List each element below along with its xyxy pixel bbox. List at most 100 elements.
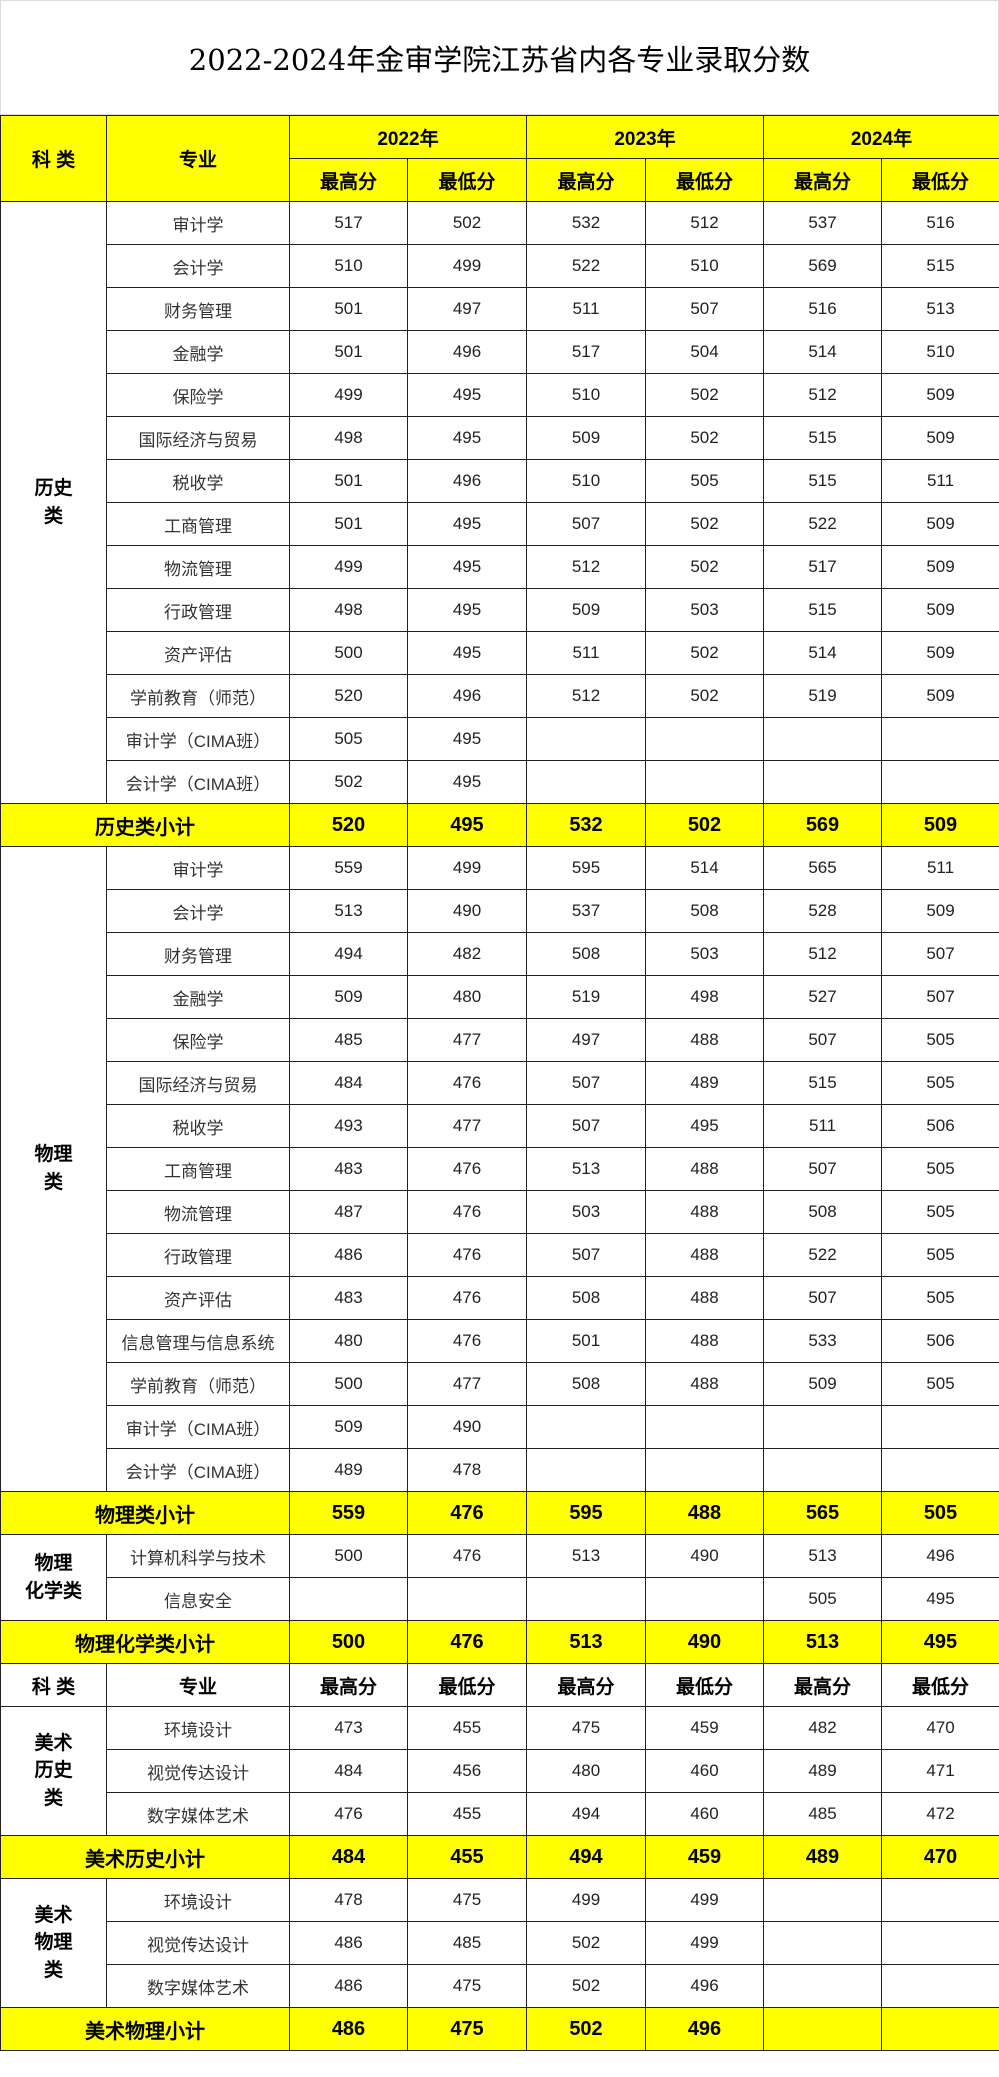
subtotal-min: 495 <box>881 1620 999 1664</box>
table-row: 数字媒体艺术 486 475 502 496 <box>1 1964 999 2008</box>
major-cell: 信息安全 <box>106 1577 290 1621</box>
major-cell: 会计学 <box>106 244 290 288</box>
max-score-cell: 501 <box>289 502 408 546</box>
min-score-cell: 511 <box>881 846 999 890</box>
max-score-cell: 509 <box>526 416 646 460</box>
admission-scores-table: 科 类 专业 2022年 2023年 2024年 最高分 最低分 最高分 最低分… <box>0 115 999 2051</box>
table-row: 国际经济与贸易 498 495 509 502 515 509 <box>1 416 999 460</box>
min-score-cell: 495 <box>881 1577 999 1621</box>
max-score-cell: 517 <box>526 330 646 374</box>
subtotal-max: 532 <box>526 803 646 847</box>
max-score-cell: 532 <box>526 201 646 245</box>
max-score-cell: 510 <box>289 244 408 288</box>
table-row: 金融学 501 496 517 504 514 510 <box>1 330 999 374</box>
max-score-cell: 494 <box>289 932 408 976</box>
max-score-cell: 519 <box>526 975 646 1019</box>
header-max: 最高分 <box>763 1663 882 1707</box>
min-score-cell: 496 <box>407 330 527 374</box>
min-score-cell: 488 <box>645 1319 764 1363</box>
max-score-cell <box>289 1577 408 1621</box>
min-score-cell: 509 <box>881 545 999 589</box>
subtotal-min: 459 <box>645 1835 764 1879</box>
max-score-cell: 498 <box>289 416 408 460</box>
major-cell: 计算机科学与技术 <box>106 1534 290 1578</box>
header-row-scores: 最高分 最低分 最高分 最低分 最高分 最低分 <box>1 158 999 202</box>
max-score-cell: 522 <box>526 244 646 288</box>
header-row-years: 科 类 专业 2022年 2023年 2024年 <box>0 115 999 202</box>
max-score-cell <box>763 1878 882 1922</box>
max-score-cell: 517 <box>763 545 882 589</box>
min-score-cell: 509 <box>881 674 999 718</box>
min-score-cell: 478 <box>407 1448 527 1492</box>
min-score-cell <box>881 1448 999 1492</box>
major-cell: 视觉传达设计 <box>106 1921 290 1965</box>
header-category: 科 类 <box>0 115 107 202</box>
subtotal-min: 475 <box>407 2007 527 2051</box>
major-cell: 保险学 <box>106 373 290 417</box>
major-cell: 审计学 <box>106 201 290 245</box>
major-cell: 保险学 <box>106 1018 290 1062</box>
major-cell: 视觉传达设计 <box>106 1749 290 1793</box>
max-score-cell: 509 <box>763 1362 882 1406</box>
max-score-cell: 502 <box>289 760 408 804</box>
min-score-cell: 505 <box>645 459 764 503</box>
max-score-cell: 500 <box>289 1362 408 1406</box>
table-row: 税收学 501 496 510 505 515 511 <box>1 459 999 503</box>
max-score-cell: 520 <box>289 674 408 718</box>
max-score-cell: 500 <box>289 1534 408 1578</box>
min-score-cell: 505 <box>881 1147 999 1191</box>
max-score-cell: 507 <box>763 1018 882 1062</box>
max-score-cell: 489 <box>763 1749 882 1793</box>
max-score-cell: 512 <box>763 373 882 417</box>
table-row: 信息管理与信息系统 480 476 501 488 533 506 <box>1 1319 999 1363</box>
table-row: 会计学 513 490 537 508 528 509 <box>1 889 999 933</box>
table-row: 会计学（CIMA班） 502 495 <box>1 760 999 804</box>
subtotal-min: 488 <box>645 1491 764 1535</box>
min-score-cell: 476 <box>407 1319 527 1363</box>
min-score-cell <box>881 1405 999 1449</box>
min-score-cell: 475 <box>407 1964 527 2008</box>
min-score-cell: 480 <box>407 975 527 1019</box>
min-score-cell <box>407 1577 527 1621</box>
max-score-cell: 513 <box>526 1147 646 1191</box>
min-score-cell: 506 <box>881 1104 999 1148</box>
major-cell: 会计学（CIMA班） <box>106 760 290 804</box>
max-score-cell: 507 <box>763 1276 882 1320</box>
max-score-cell: 514 <box>763 330 882 374</box>
max-score-cell: 507 <box>526 502 646 546</box>
min-score-cell <box>645 760 764 804</box>
table-row: 数字媒体艺术 476 455 494 460 485 472 <box>1 1792 999 1836</box>
max-score-cell: 486 <box>289 1233 408 1277</box>
subtotal-min: 476 <box>407 1491 527 1535</box>
subtotal-min: 495 <box>407 803 527 847</box>
max-score-cell: 565 <box>763 846 882 890</box>
min-score-cell: 510 <box>881 330 999 374</box>
min-score-cell: 490 <box>645 1534 764 1578</box>
min-score-cell: 496 <box>407 459 527 503</box>
min-score-cell: 505 <box>881 1061 999 1105</box>
header-max: 最高分 <box>289 1663 408 1707</box>
max-score-cell: 486 <box>289 1921 408 1965</box>
major-cell: 会计学 <box>106 889 290 933</box>
subtotal-min: 490 <box>645 1620 764 1664</box>
max-score-cell: 502 <box>526 1964 646 2008</box>
header-min: 最低分 <box>645 1663 764 1707</box>
category-cell: 美术 历史 类 <box>0 1706 107 1836</box>
major-cell: 国际经济与贸易 <box>106 416 290 460</box>
subtotal-max: 494 <box>526 1835 646 1879</box>
major-cell: 审计学（CIMA班） <box>106 1405 290 1449</box>
min-score-cell: 512 <box>645 201 764 245</box>
min-score-cell: 470 <box>881 1706 999 1750</box>
min-score-cell: 490 <box>407 1405 527 1449</box>
min-score-cell: 488 <box>645 1233 764 1277</box>
min-score-cell: 455 <box>407 1706 527 1750</box>
header-min: 最低分 <box>645 158 764 202</box>
max-score-cell: 512 <box>526 545 646 589</box>
min-score-cell: 499 <box>407 244 527 288</box>
max-score-cell: 515 <box>763 416 882 460</box>
min-score-cell: 460 <box>645 1792 764 1836</box>
max-score-cell: 480 <box>289 1319 408 1363</box>
min-score-cell: 488 <box>645 1018 764 1062</box>
subtotal-max: 500 <box>289 1620 408 1664</box>
min-score-cell: 495 <box>407 717 527 761</box>
